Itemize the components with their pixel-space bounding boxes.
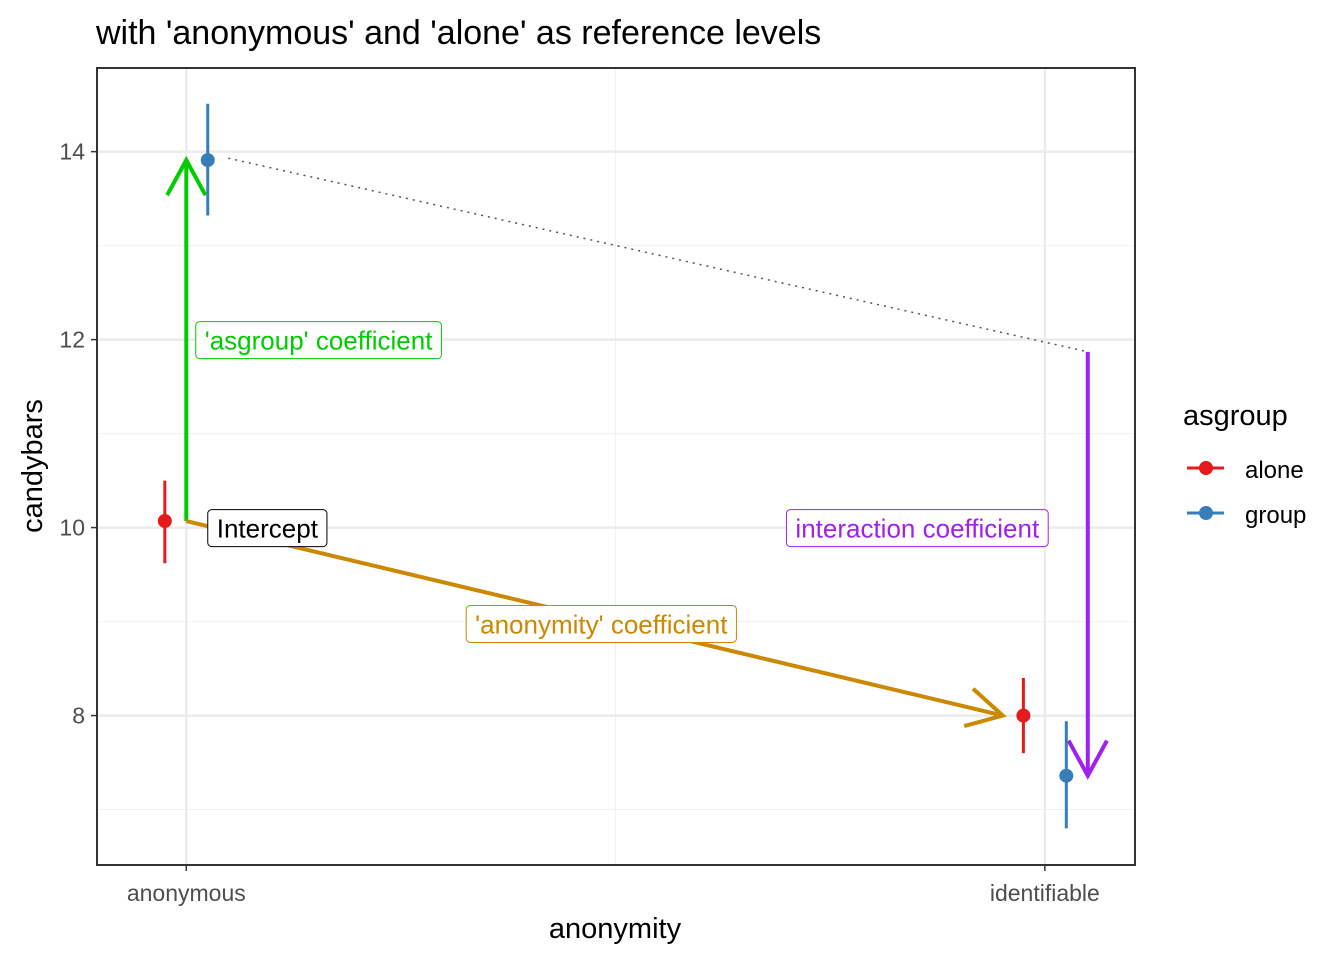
legend-label-alone: alone <box>1245 457 1304 484</box>
interaction-label-text: interaction coefficient <box>795 514 1040 544</box>
point-alone <box>157 514 172 529</box>
intercept-label: Intercept <box>207 509 328 548</box>
anonymity-label: 'anonymity' coefficient <box>465 604 737 643</box>
interaction-arrow-head <box>1066 739 1109 780</box>
y-axis-label: candybars <box>17 399 49 533</box>
asgroup-arrow-head <box>165 155 208 197</box>
x-tick-label: identifiable <box>990 880 1100 906</box>
legend-title: asgroup <box>1183 400 1288 432</box>
y-tick-label: 14 <box>59 139 85 165</box>
point-group <box>200 153 215 168</box>
anonymity-arrow-head <box>963 687 1007 729</box>
plot-panel-border <box>96 67 1136 866</box>
anonymity-label-box <box>465 604 737 643</box>
anonymity-label-text: 'anonymity' coefficient <box>475 609 728 639</box>
interaction-label: interaction coefficient <box>785 509 1049 548</box>
legend-label-group: group <box>1245 502 1306 529</box>
asgroup-label: 'asgroup' coefficient <box>195 321 442 360</box>
point-group <box>1059 768 1074 783</box>
legend-item-alone: alone <box>1187 457 1304 484</box>
y-tick-label: 12 <box>59 327 85 353</box>
point-alone <box>1016 708 1031 723</box>
interaction-label-box <box>785 509 1049 548</box>
legend-item-group: group <box>1187 502 1306 529</box>
y-tick-label: 10 <box>59 515 85 541</box>
intercept-label-text: Intercept <box>217 514 319 544</box>
y-tick-label: 8 <box>72 703 85 729</box>
asgroup-label-text: 'asgroup' coefficient <box>205 326 433 356</box>
x-axis-label: anonymity <box>549 913 682 945</box>
chart-title: with 'anonymous' and 'alone' as referenc… <box>95 14 821 52</box>
asgroup-label-box <box>195 321 442 360</box>
x-tick-label: anonymous <box>127 880 246 906</box>
intercept-label-box <box>207 509 328 548</box>
